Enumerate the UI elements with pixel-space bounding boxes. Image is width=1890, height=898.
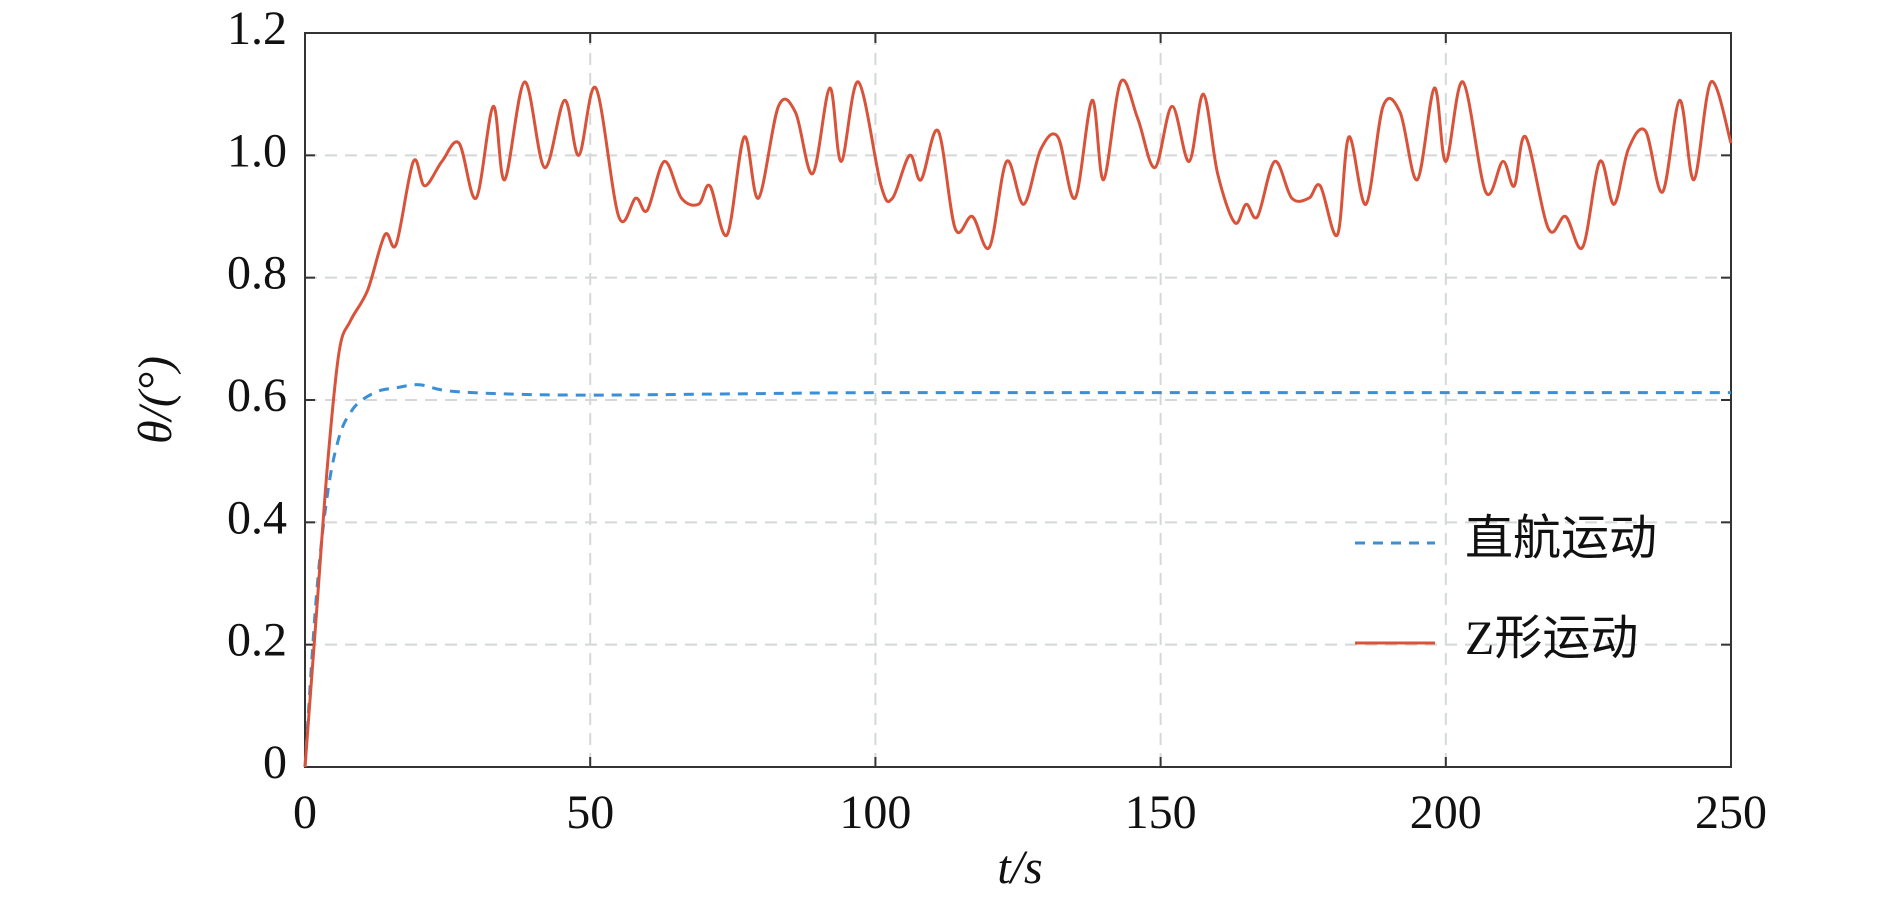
x-axis-label: t/s: [997, 841, 1042, 894]
y-tick-label: 0.6: [227, 369, 287, 422]
y-tick-label: 1.0: [227, 124, 287, 177]
x-tick-label: 250: [1695, 786, 1767, 839]
y-tick-label: 0: [263, 736, 287, 789]
x-tick-label: 100: [839, 786, 911, 839]
y-tick-label: 0.8: [227, 247, 287, 300]
x-tick-label: 150: [1125, 786, 1197, 839]
series-line: [303, 78, 1733, 768]
legend-label: 直航运动: [1465, 512, 1657, 565]
series-line: [303, 383, 1731, 768]
x-tick-label: 50: [566, 786, 614, 839]
y-tick-label: 0.4: [227, 491, 287, 544]
y-tick-label: 1.2: [227, 2, 287, 55]
x-tick-label: 0: [293, 786, 317, 839]
plot-frame: [304, 32, 1732, 768]
y-axis-label: θ/(°): [129, 356, 182, 444]
y-tick-label: 0.2: [227, 614, 287, 667]
legend-label: Z形运动: [1465, 612, 1638, 665]
x-tick-label: 200: [1410, 786, 1482, 839]
